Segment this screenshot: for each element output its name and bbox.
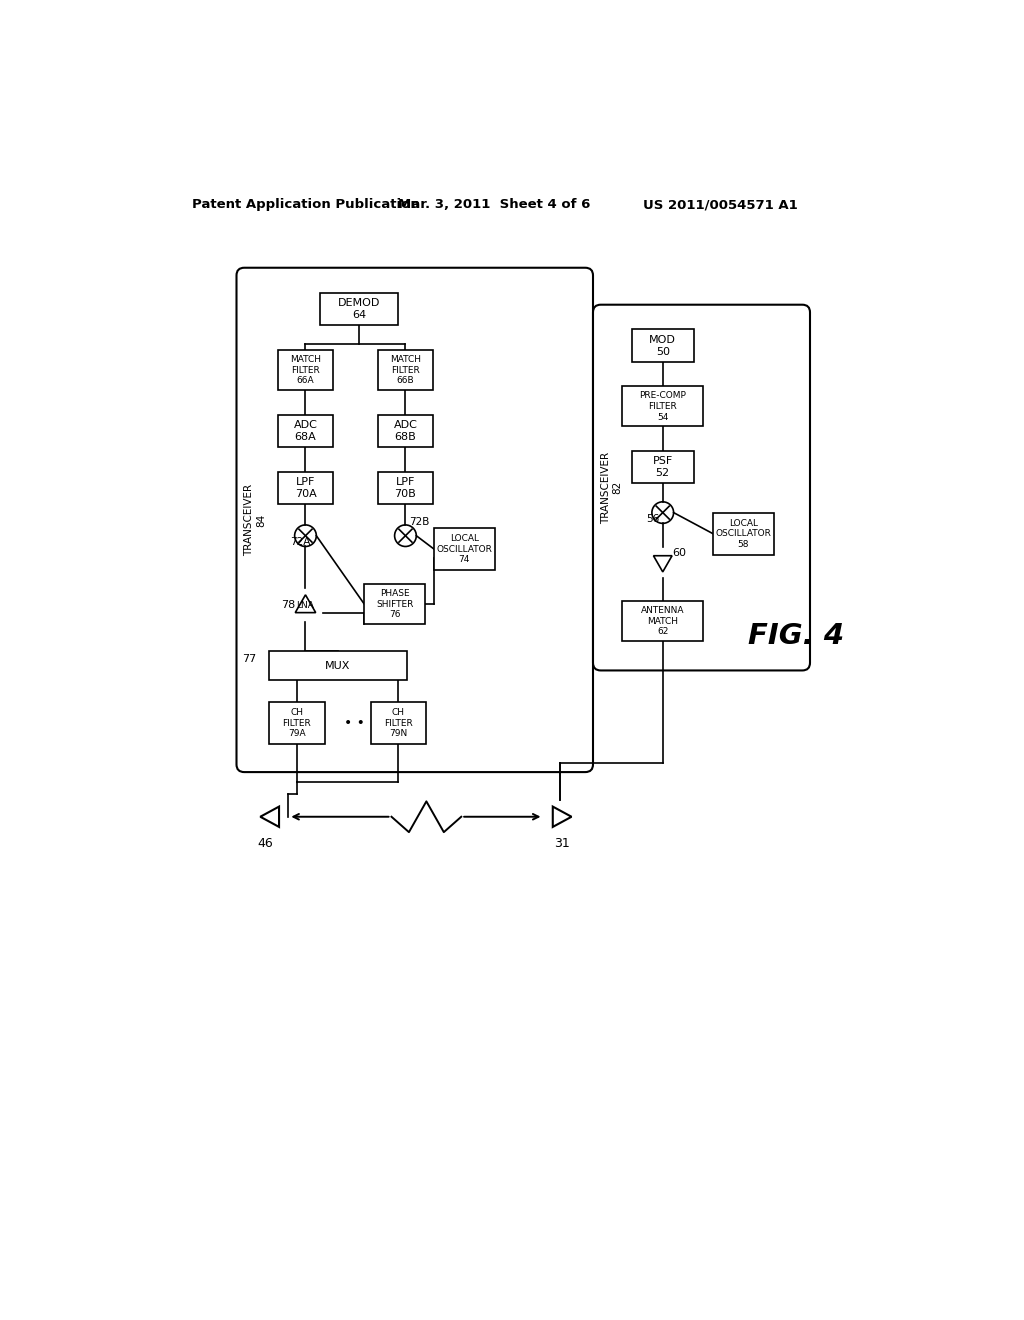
Text: Mar. 3, 2011  Sheet 4 of 6: Mar. 3, 2011 Sheet 4 of 6 (397, 198, 590, 211)
Bar (278, 414, 334, 447)
Text: PSF
52: PSF 52 (652, 457, 673, 478)
Text: FIG. 4: FIG. 4 (748, 622, 844, 649)
Text: 31: 31 (554, 837, 570, 850)
Bar (321, 293, 397, 326)
Bar (269, 651, 407, 681)
Text: PHASE
SHIFTER
76: PHASE SHIFTER 76 (376, 589, 414, 619)
Text: ADC
68B: ADC 68B (393, 420, 418, 442)
Text: 72B: 72B (410, 517, 430, 527)
Bar (365, 585, 425, 624)
Text: MATCH
FILTER
66A: MATCH FILTER 66A (290, 355, 321, 385)
Text: 72A: 72A (290, 537, 310, 546)
Text: LOCAL
OSCILLATOR
58: LOCAL OSCILLATOR 58 (716, 519, 771, 549)
Text: LPF
70A: LPF 70A (295, 477, 316, 499)
Bar (623, 387, 703, 426)
Bar (378, 350, 433, 391)
Text: PRE-COMP
FILTER
54: PRE-COMP FILTER 54 (639, 391, 686, 421)
FancyBboxPatch shape (237, 268, 593, 772)
Bar (378, 414, 433, 447)
Text: TRANSCEIVER
84: TRANSCEIVER 84 (245, 484, 266, 556)
Bar (623, 601, 703, 642)
Text: 60: 60 (672, 548, 686, 558)
Text: MOD
50: MOD 50 (649, 334, 676, 356)
Text: LOCAL
OSCILLATOR
74: LOCAL OSCILLATOR 74 (436, 533, 493, 565)
Bar (269, 702, 325, 744)
Text: 77: 77 (243, 653, 257, 664)
Bar (434, 528, 495, 570)
Bar (378, 471, 433, 504)
Text: LPF
70B: LPF 70B (394, 477, 417, 499)
Bar (371, 702, 426, 744)
Text: CH
FILTER
79N: CH FILTER 79N (384, 708, 413, 738)
Text: MATCH
FILTER
66B: MATCH FILTER 66B (390, 355, 421, 385)
Bar (278, 350, 334, 391)
Text: 78: 78 (281, 601, 295, 610)
Text: 46: 46 (257, 837, 273, 850)
Text: 56: 56 (646, 513, 659, 524)
Text: TRANSCEIVER
82: TRANSCEIVER 82 (601, 451, 623, 524)
Text: DEMOD
64: DEMOD 64 (338, 298, 380, 321)
Text: MUX: MUX (326, 661, 350, 671)
FancyBboxPatch shape (593, 305, 810, 671)
Bar (713, 512, 773, 554)
Text: US 2011/0054571 A1: US 2011/0054571 A1 (643, 198, 798, 211)
Text: CH
FILTER
79A: CH FILTER 79A (283, 708, 311, 738)
Bar (632, 451, 693, 483)
Bar (632, 330, 693, 362)
Text: • •: • • (344, 715, 365, 730)
Text: Patent Application Publication: Patent Application Publication (191, 198, 419, 211)
Text: ADC
68A: ADC 68A (294, 420, 317, 442)
Bar (278, 471, 334, 504)
Text: LNA: LNA (297, 601, 314, 610)
Text: ANTENNA
MATCH
62: ANTENNA MATCH 62 (641, 606, 684, 636)
